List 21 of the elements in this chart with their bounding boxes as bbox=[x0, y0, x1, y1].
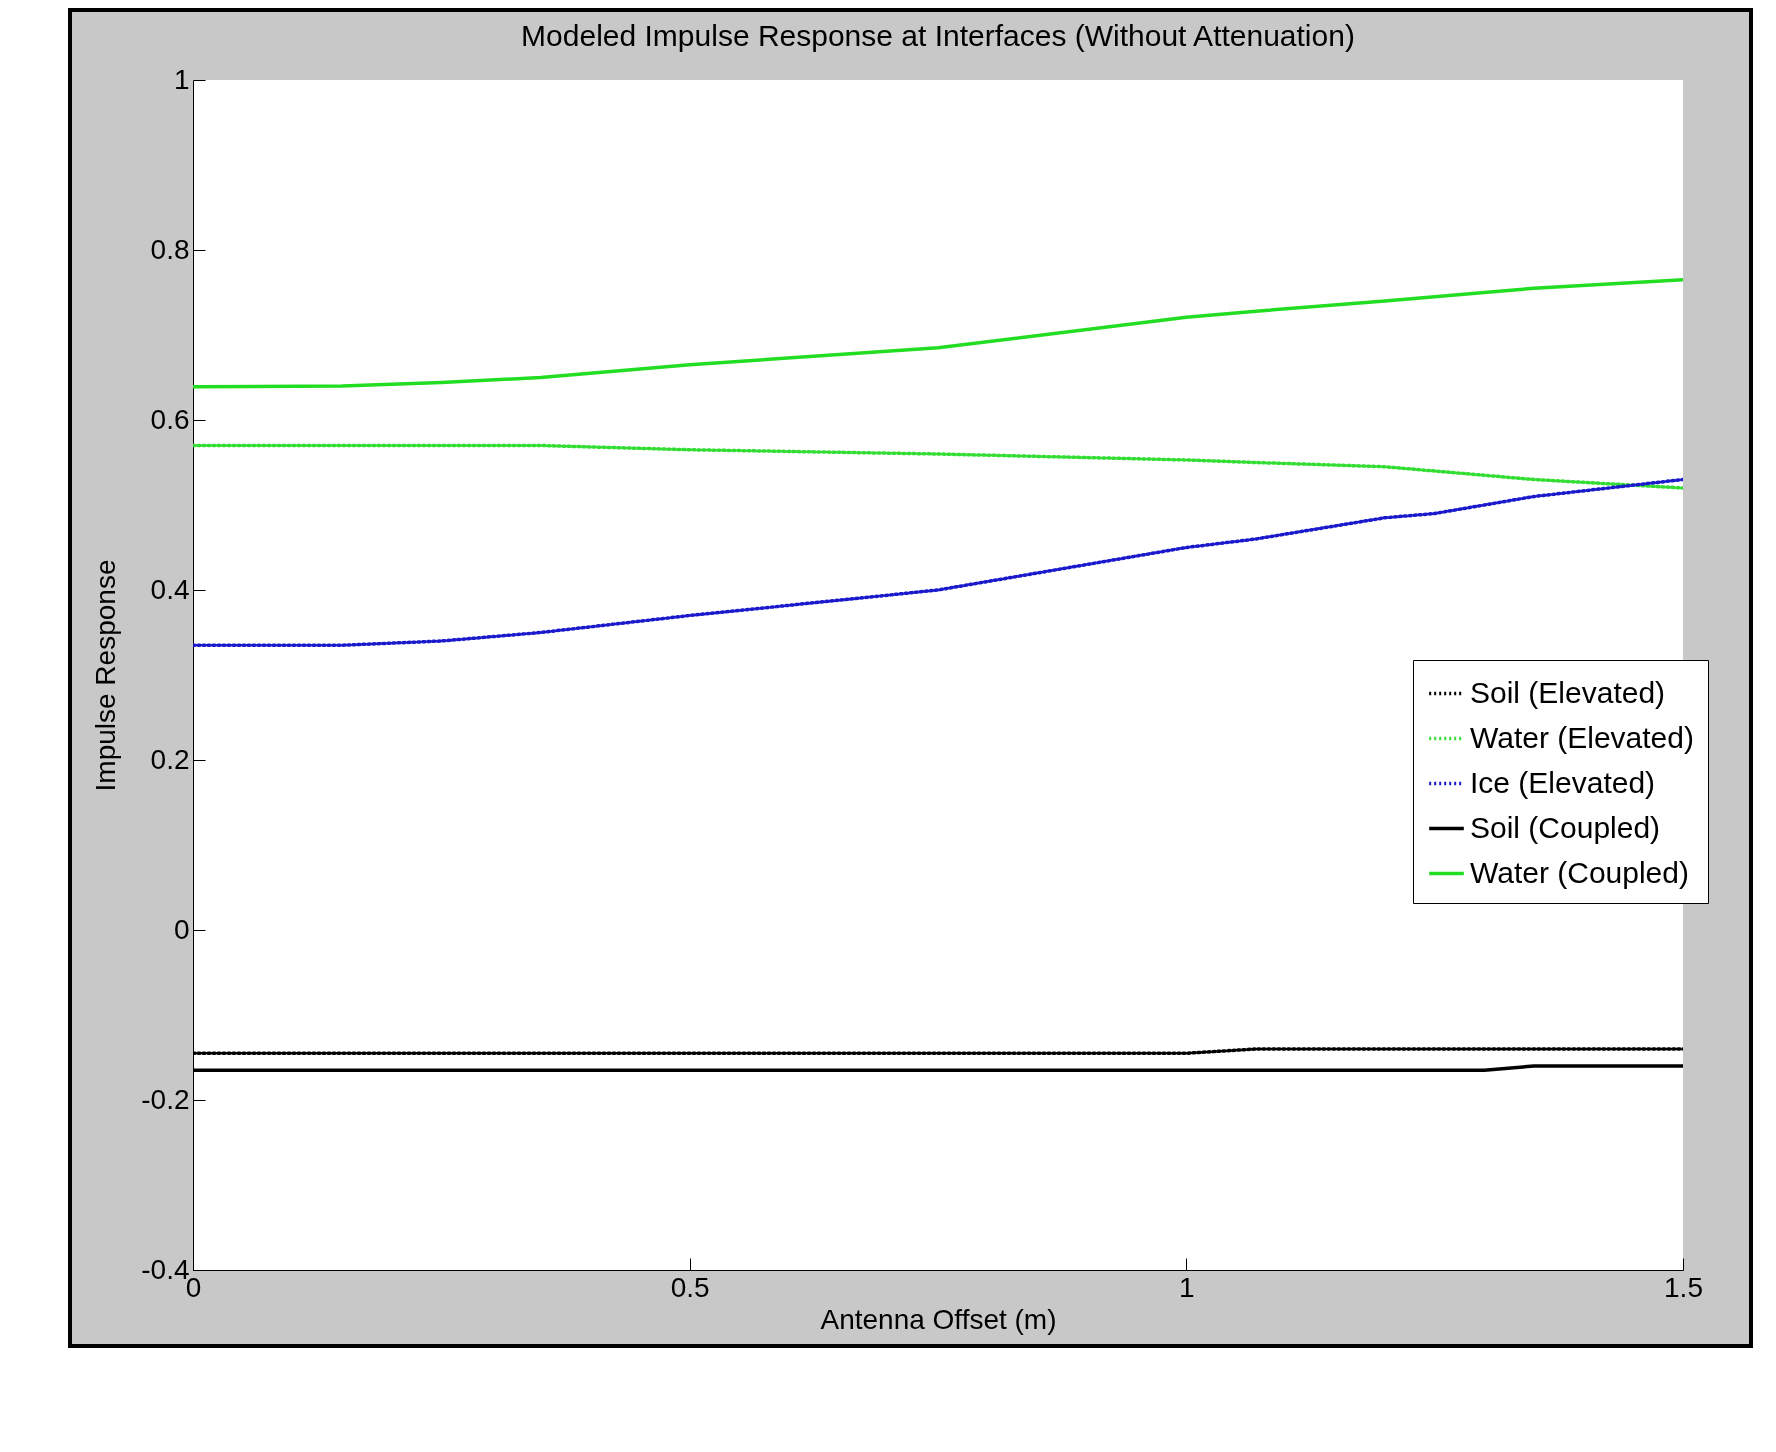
y-axis-title: Impulse Response bbox=[90, 559, 122, 792]
x-tick-label: 1.5 bbox=[1664, 1271, 1703, 1303]
x-tick-label: 1 bbox=[1179, 1271, 1195, 1303]
x-tick-label: 0.5 bbox=[670, 1271, 710, 1303]
y-tick-label: 0.6 bbox=[150, 403, 190, 435]
x-axis-title: Antenna Offset (m) bbox=[820, 1303, 1057, 1335]
legend-label: Water (Coupled) bbox=[1470, 855, 1689, 889]
y-tick-label: 0.2 bbox=[150, 743, 190, 775]
line-series bbox=[193, 477, 1683, 647]
legend-label: Ice (Elevated) bbox=[1470, 765, 1656, 799]
legend-label: Soil (Coupled) bbox=[1470, 810, 1661, 844]
legend-label: Soil (Elevated) bbox=[1470, 675, 1666, 709]
y-tick-label: 0.4 bbox=[150, 573, 190, 605]
y-tick-label: 1 bbox=[173, 63, 190, 95]
line-series bbox=[193, 443, 1683, 490]
chart-title: Modeled Impulse Response at Interfaces (Without Attenuation) bbox=[521, 19, 1355, 52]
line-series bbox=[193, 278, 1683, 389]
y-tick-label: 0.8 bbox=[150, 233, 190, 265]
y-tick-label: -0.2 bbox=[141, 1083, 190, 1115]
y-tick-label: 0 bbox=[173, 913, 190, 945]
legend-label: Water (Elevated) bbox=[1470, 720, 1694, 754]
